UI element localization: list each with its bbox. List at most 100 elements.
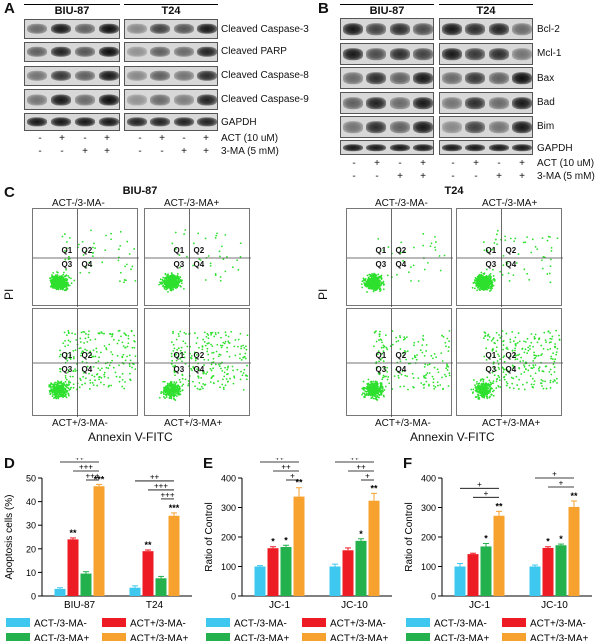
chart-d-legend-label-0: ACT-/3-MA- (34, 619, 87, 630)
chart-e-bar-1-2 (355, 540, 367, 596)
header-line-t24-b (439, 4, 533, 5)
act-label-b: ACT (10 uM) (537, 158, 595, 169)
quadrant-label-q4: Q4 (81, 260, 93, 269)
flow-header-biu87: BIU-87 (122, 185, 158, 197)
chart-e-bar-0-0 (254, 566, 266, 596)
chart-f-bar-1-2 (555, 545, 567, 596)
chart-e-legend-swatch-1 (302, 618, 326, 627)
header-t24-b: T24 (476, 5, 496, 17)
ma-sign-a-4: + (104, 146, 110, 157)
quadrant-label-q3: Q3 (173, 365, 185, 374)
chart-e-bar-0-1 (267, 548, 279, 596)
chart-e-bracket-label-1-2: + (365, 472, 370, 481)
chart-f-legend-label-1: ACT+/3-MA- (530, 619, 586, 630)
act-sign-a-7: - (182, 133, 186, 144)
act-sign-a-8: + (203, 133, 209, 144)
ma-sign-a-3: + (82, 146, 88, 157)
chart-f-ylabel: Ratio of Control (404, 502, 415, 571)
panel-f-label: F (403, 455, 413, 472)
chart-f-sig-1-1: * (546, 537, 550, 547)
ma-sign-a-8: + (203, 146, 209, 157)
header-t24-a: T24 (161, 5, 181, 17)
ma-sign-b-8: + (519, 171, 525, 182)
chart-d-bracket-label-1-0: ++ (150, 472, 160, 481)
chart-e-bar-1-3 (368, 500, 380, 596)
label-cleaved-caspase-3: Cleaved Caspase-3 (221, 24, 309, 35)
chart-f-legend-swatch-1 (502, 618, 526, 627)
b-blot-r3-g2 (439, 67, 533, 89)
ma-sign-b-3: + (397, 171, 403, 182)
quadrant-label-q1: Q1 (485, 351, 497, 360)
flow-plot-t24-1: Q1 Q2 Q3 Q4 (346, 208, 453, 307)
chart-d-ytick-label-5: 50 (26, 474, 36, 484)
flow-title-biu87-4: ACT+/3-MA+ (164, 418, 223, 429)
panel-b-label: B (318, 0, 329, 17)
act-sign-b-2: + (374, 158, 380, 169)
label-bim: Bim (537, 121, 555, 132)
chart-f-category-1: JC-10 (541, 600, 568, 611)
chart-d-ytick-label-3: 30 (26, 521, 36, 531)
ma-sign-b-5: - (451, 171, 455, 182)
label-gapdh-b: GAPDH (537, 143, 573, 154)
chart-d-legend-swatch-3 (102, 633, 126, 641)
header-biu87-b: BIU-87 (369, 5, 405, 17)
panel-a-label: A (4, 0, 15, 17)
chart-d-category-1: T24 (146, 600, 164, 611)
chart-f-bar-1-1 (542, 547, 554, 596)
chart-d-legend-label-1: ACT+/3-MA- (130, 619, 186, 630)
b-blot-r3-g1 (340, 67, 434, 89)
chart-f-legend-label-2: ACT-/3-MA+ (434, 634, 489, 641)
chart-e-sig-0-3: ** (295, 478, 303, 488)
chart-d-bracket-label-0-2: +++ (85, 472, 99, 481)
label-bcl-2: Bcl-2 (537, 24, 560, 35)
chart-e-ytick-label-2: 200 (221, 533, 236, 543)
chart-f-bar-0-0 (454, 566, 466, 596)
flow-title-biu87-3: ACT+/3-MA- (52, 418, 108, 429)
flow-title-t24-2: ACT-/3-MA+ (482, 198, 538, 209)
quadrant-label-q1: Q1 (61, 351, 73, 360)
chart-e-bracket-label-0-0: ++ (275, 458, 285, 463)
quadrant-label-q4: Q4 (395, 260, 407, 269)
chart-e-ytick-label-3: 300 (221, 503, 236, 513)
chart-d-category-0: BIU-87 (64, 600, 96, 611)
act-sign-a-5: - (138, 133, 142, 144)
chart-f-sig-1-3: ** (570, 491, 578, 501)
quadrant-label-q3: Q3 (173, 260, 185, 269)
ma-sign-a-5: - (138, 146, 142, 157)
chart-e-legend-swatch-0 (206, 618, 230, 627)
flow-title-t24-3: ACT+/3-MA- (375, 418, 431, 429)
chart-d-ytick-label-2: 20 (26, 544, 36, 554)
chart-e-bar-0-2 (280, 547, 292, 596)
chart-e-ylabel: Ratio of Control (204, 502, 215, 571)
chart-e-bar-1-1 (342, 550, 354, 596)
flow-plot-t24-3: Q1 Q2 Q3 Q4 (346, 308, 453, 417)
act-sign-a-1: - (38, 133, 42, 144)
chart-f-ytick-label-3: 300 (421, 503, 436, 513)
chart-d-legend-label-2: ACT-/3-MA+ (34, 634, 89, 641)
quadrant-label-q3: Q3 (375, 260, 387, 269)
ma-sign-b-1: - (352, 171, 356, 182)
chart-d-bar-1-2 (155, 578, 167, 596)
chart-f-bar-1-0 (529, 566, 541, 596)
flow-plot-biu87-1: Q1 Q2 Q3 Q4 (32, 208, 139, 307)
chart-d-bracket-label-0-0: ++ (75, 458, 85, 463)
b-blot-r4-g2 (439, 92, 533, 114)
act-sign-a-3: - (83, 133, 87, 144)
chart-d-ytick-label-4: 40 (26, 497, 36, 507)
chart-e-legend-label-1: ACT+/3-MA- (330, 619, 386, 630)
chart-e-bracket-label-0-1: ++ (281, 463, 291, 472)
header-line-biu87-b (340, 4, 434, 5)
quadrant-label-q1: Q1 (485, 246, 497, 255)
flow-plot-biu87-4: Q1 Q2 Q3 Q4 (144, 308, 251, 417)
chart-e-sig-0-2: * (284, 535, 288, 545)
panel-c-label: C (4, 184, 15, 201)
label-gapdh-a: GAPDH (221, 117, 257, 128)
chart-e-bar-1-0 (329, 566, 341, 596)
a-blot-r5-g1 (24, 113, 120, 131)
quadrant-label-q4: Q4 (193, 365, 205, 374)
flow-plot-t24-4: Q1 Q2 Q3 Q4 (456, 308, 563, 417)
chart-e-ytick-label-1: 100 (221, 562, 236, 572)
ma-sign-a-7: + (181, 146, 187, 157)
chart-e-bracket-label-1-0: ++ (350, 458, 360, 463)
